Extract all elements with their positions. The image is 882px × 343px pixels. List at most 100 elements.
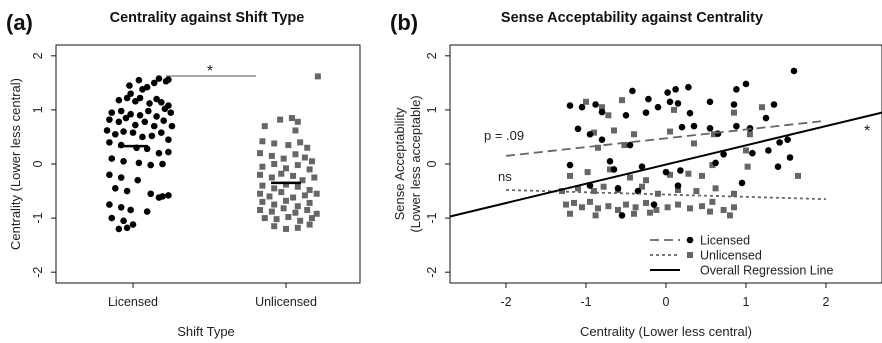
licensed-point [150, 79, 158, 87]
unlicensed-point [259, 138, 266, 145]
unlicensed-point [285, 214, 292, 221]
licensed-point [674, 182, 682, 189]
licensed-point [678, 123, 686, 131]
unlicensed-point [712, 185, 719, 192]
licensed-point [733, 86, 740, 93]
licensed-point [147, 161, 154, 169]
unlicensed-point [727, 212, 733, 219]
licensed-point [598, 136, 606, 143]
panel-b-points [559, 67, 801, 219]
licensed-point [733, 122, 740, 130]
licensed-point [677, 167, 684, 174]
licensed-point [165, 148, 172, 156]
panel-a-title: Centrality against Shift Type [110, 10, 305, 26]
unlicensed-point [301, 192, 308, 199]
licensed-point [786, 154, 794, 161]
unlicensed-point [266, 193, 273, 200]
licensed-point [158, 99, 165, 106]
legend-item-overall: Overall Regression Line [650, 264, 833, 278]
licensed-point [672, 86, 679, 93]
unlicensed-point [288, 115, 295, 122]
panel-a-x-axis-title: Shift Type [177, 324, 235, 339]
unlicensed-point [292, 127, 299, 134]
legend-marker-swatch [687, 252, 693, 258]
licensed-point [117, 107, 125, 115]
licensed-point [638, 163, 646, 171]
unlicensed-point [627, 174, 633, 181]
unlicensed-point [747, 131, 753, 138]
unlicensed-point [647, 209, 653, 216]
unlicensed-point [699, 172, 705, 179]
licensed-point [720, 150, 727, 158]
unlicensed-point [671, 106, 677, 113]
unlicensed-point [675, 186, 681, 193]
licensed-point [108, 109, 116, 116]
licensed-point [598, 108, 606, 116]
licensed-point [685, 83, 692, 91]
licensed-point [103, 127, 111, 134]
licensed-point [122, 114, 130, 122]
panel-a-y-tick-label: 1 [31, 106, 45, 113]
licensed-point [574, 125, 582, 133]
licensed-point [566, 102, 574, 109]
unlicensed-point [567, 210, 573, 217]
licensed-point [129, 129, 137, 136]
licensed-point [159, 160, 166, 168]
unlicensed-point [720, 206, 727, 213]
unlicensed-point [587, 198, 593, 205]
legend-label: Unlicensed [700, 249, 762, 263]
legend-item-licensed: Licensed [650, 234, 750, 248]
unlicensed-point [290, 172, 297, 179]
licensed-point [765, 147, 772, 154]
licensed-point [776, 139, 783, 146]
unlicensed-point [273, 216, 280, 223]
licensed-point [674, 100, 682, 107]
unlicensed-point [731, 204, 737, 211]
licensed-point [770, 101, 778, 108]
unlicensed-point [257, 171, 264, 178]
licensed-point [150, 122, 158, 130]
legend-label: Licensed [700, 234, 750, 248]
unlicensed-point [709, 198, 716, 205]
panel-a-y-tick-label: 2 [31, 52, 45, 59]
licensed-point [143, 83, 151, 91]
unlicensed-point [579, 204, 585, 211]
unlicensed-point [278, 189, 285, 196]
unlicensed-point [314, 73, 321, 80]
licensed-point [662, 168, 670, 176]
licensed-point [145, 107, 152, 115]
unlicensed-point [285, 142, 292, 149]
panel-b-y-axis: -2 -1 0 1 2 [425, 52, 450, 278]
unlicensed-point [631, 210, 637, 217]
unlicensed-point [691, 140, 697, 147]
unlicensed-point [271, 201, 278, 208]
unlicensed-point [292, 209, 299, 216]
unlicensed-point [639, 183, 645, 190]
licensed-point [115, 96, 123, 104]
licensed-point [123, 94, 131, 102]
licensed-point [108, 155, 116, 162]
unlicensed-point [271, 161, 278, 167]
panel-b-x-axis: -2 -1 0 1 2 [500, 283, 830, 309]
unlicensed-point [268, 174, 275, 181]
unlicensed-point [584, 169, 591, 176]
licensed-point [106, 139, 113, 146]
unlicensed-point [615, 206, 621, 213]
licensed-point [120, 157, 127, 165]
panel-a-x-tick-label: Unlicensed [255, 295, 317, 309]
unlicensed-point [308, 215, 315, 222]
unlicensed-point [313, 190, 320, 197]
licensed-point [664, 89, 671, 96]
licensed-point [155, 194, 163, 201]
licensed-point [165, 76, 172, 83]
unlicensed-point [667, 171, 673, 178]
unlicensed-point [595, 205, 601, 212]
licensed-point [136, 94, 144, 102]
unlicensed-point [599, 104, 605, 111]
unlicensed-point [294, 118, 301, 125]
unlicensed-point [257, 150, 264, 157]
licensed-point [712, 159, 719, 167]
licensed-point [606, 157, 614, 165]
panel-a-label: (a) [6, 10, 33, 35]
